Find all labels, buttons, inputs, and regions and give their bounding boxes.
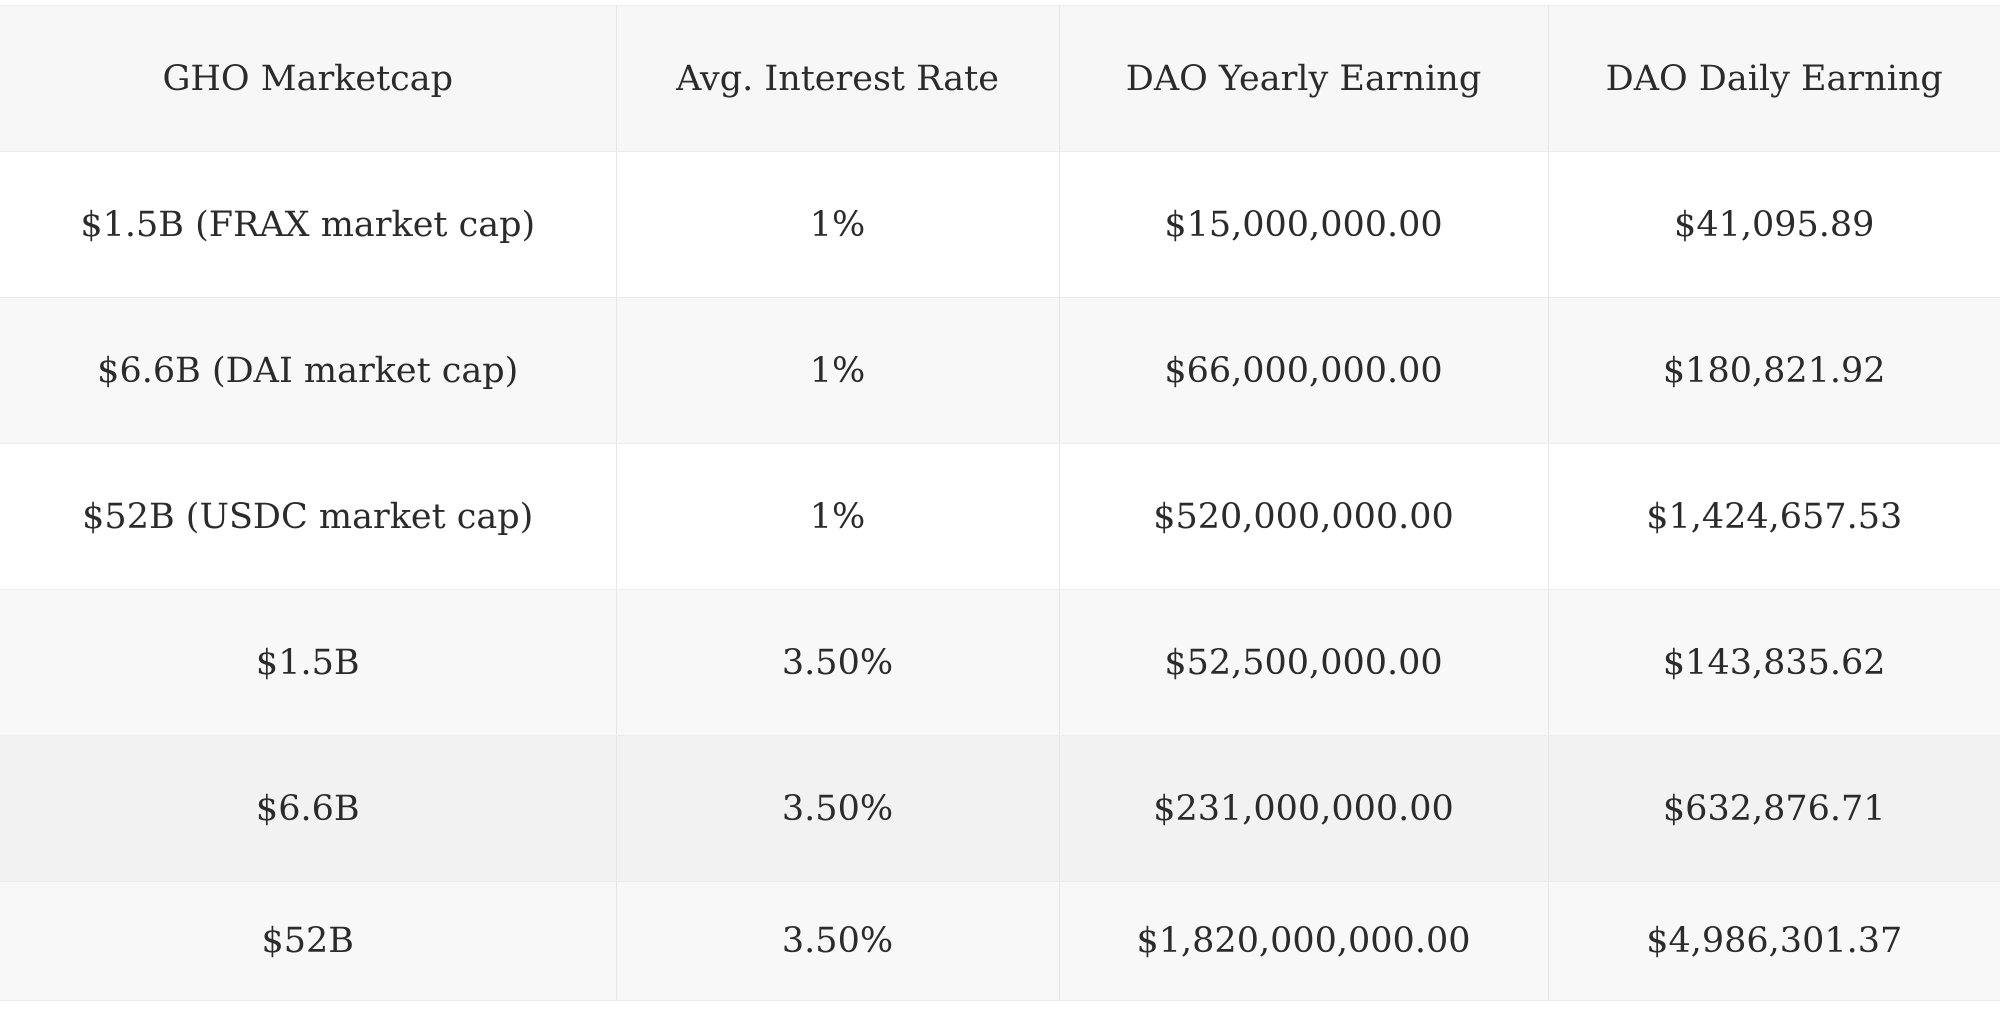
header-row: GHO Marketcap Avg. Interest Rate DAO Yea… [0, 5, 2000, 152]
cell-marketcap: $52B [0, 881, 617, 1001]
cell-marketcap: $6.6B [0, 735, 617, 882]
header-dao-yearly-earning: DAO Yearly Earning [1059, 5, 1549, 152]
table-header: GHO Marketcap Avg. Interest Rate DAO Yea… [0, 5, 2000, 152]
cell-daily-earning: $632,876.71 [1548, 735, 2000, 882]
earnings-table-container: GHO Marketcap Avg. Interest Rate DAO Yea… [0, 5, 2000, 1001]
table-row: $52B (USDC market cap) 1% $520,000,000.0… [0, 443, 2000, 590]
table-row: $6.6B (DAI market cap) 1% $66,000,000.00… [0, 297, 2000, 444]
cell-interest-rate: 1% [616, 443, 1060, 590]
cell-interest-rate: 1% [616, 297, 1060, 444]
header-dao-daily-earning: DAO Daily Earning [1548, 5, 2000, 152]
cell-yearly-earning: $15,000,000.00 [1059, 151, 1549, 298]
cell-interest-rate: 3.50% [616, 735, 1060, 882]
cell-interest-rate: 3.50% [616, 881, 1060, 1001]
cell-interest-rate: 1% [616, 151, 1060, 298]
table-row: $1.5B (FRAX market cap) 1% $15,000,000.0… [0, 151, 2000, 298]
cell-marketcap: $1.5B (FRAX market cap) [0, 151, 617, 298]
cell-yearly-earning: $52,500,000.00 [1059, 589, 1549, 736]
cell-interest-rate: 3.50% [616, 589, 1060, 736]
cell-marketcap: $1.5B [0, 589, 617, 736]
cell-daily-earning: $180,821.92 [1548, 297, 2000, 444]
header-avg-interest-rate: Avg. Interest Rate [616, 5, 1060, 152]
cell-yearly-earning: $66,000,000.00 [1059, 297, 1549, 444]
table-row: $1.5B 3.50% $52,500,000.00 $143,835.62 [0, 589, 2000, 736]
table-body: $1.5B (FRAX market cap) 1% $15,000,000.0… [0, 151, 2000, 1001]
table-row: $52B 3.50% $1,820,000,000.00 $4,986,301.… [0, 881, 2000, 1001]
cell-marketcap: $6.6B (DAI market cap) [0, 297, 617, 444]
cell-yearly-earning: $520,000,000.00 [1059, 443, 1549, 590]
table-row: $6.6B 3.50% $231,000,000.00 $632,876.71 [0, 735, 2000, 882]
cell-marketcap: $52B (USDC market cap) [0, 443, 617, 590]
cell-daily-earning: $41,095.89 [1548, 151, 2000, 298]
header-gho-marketcap: GHO Marketcap [0, 5, 617, 152]
earnings-table: GHO Marketcap Avg. Interest Rate DAO Yea… [0, 5, 2000, 1001]
cell-yearly-earning: $231,000,000.00 [1059, 735, 1549, 882]
cell-daily-earning: $143,835.62 [1548, 589, 2000, 736]
cell-yearly-earning: $1,820,000,000.00 [1059, 881, 1549, 1001]
cell-daily-earning: $4,986,301.37 [1548, 881, 2000, 1001]
cell-daily-earning: $1,424,657.53 [1548, 443, 2000, 590]
